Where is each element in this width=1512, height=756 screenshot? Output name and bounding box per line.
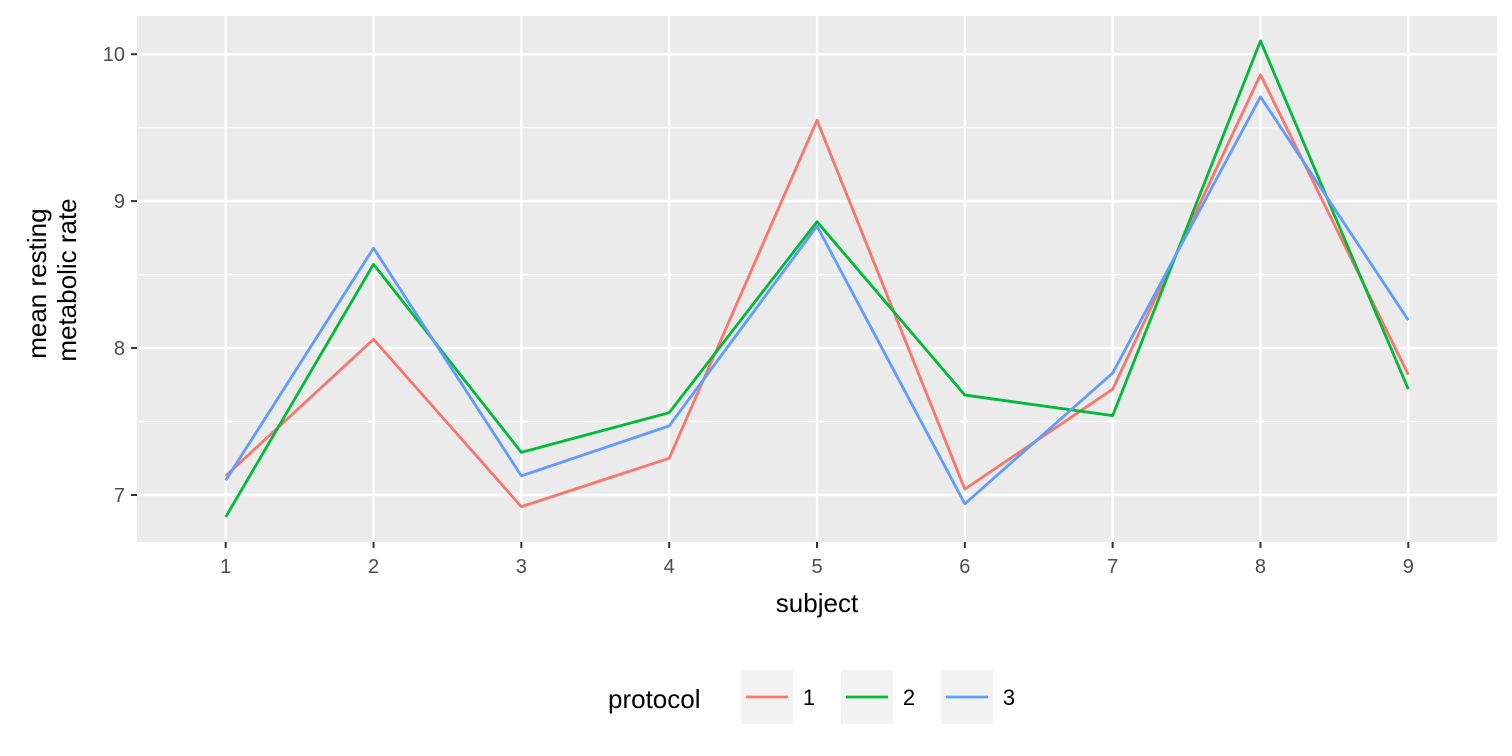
x-axis-title: subject	[776, 588, 859, 618]
x-tick-label: 1	[220, 556, 231, 578]
y-tick-label: 10	[103, 44, 125, 66]
x-tick-label: 3	[516, 556, 527, 578]
x-tick-label: 8	[1255, 556, 1266, 578]
major-gridlines	[137, 16, 1497, 542]
legend-title: protocol	[608, 684, 701, 714]
y-tick-label: 8	[114, 338, 125, 360]
series-line-3	[224, 95, 1410, 506]
axis-ticks	[131, 53, 1410, 548]
x-tick-labels: 1 2 3 4 5 6 7 8 9	[220, 556, 1414, 578]
x-tick-label: 5	[811, 556, 822, 578]
x-tick-label: 6	[959, 556, 970, 578]
y-axis-title-line-1: mean resting	[22, 208, 52, 358]
legend: protocol 1 2 3	[608, 670, 1015, 724]
series-line-2	[224, 39, 1410, 518]
y-tick-label: 9	[114, 191, 125, 213]
legend-label-2: 2	[903, 685, 915, 710]
legend-label-1: 1	[803, 685, 815, 710]
series-lines	[224, 39, 1410, 518]
series-line-1	[224, 73, 1410, 509]
y-tick-labels: 7 8 9 10	[103, 44, 125, 507]
y-tick-label: 7	[114, 485, 125, 507]
x-tick-label: 4	[664, 556, 675, 578]
x-tick-label: 7	[1107, 556, 1118, 578]
legend-label-3: 3	[1003, 685, 1015, 710]
x-tick-label: 2	[368, 556, 379, 578]
x-tick-label: 9	[1403, 556, 1414, 578]
y-axis-title-line-2: metabolic rate	[52, 198, 82, 361]
y-axis-title: mean resting metabolic rate	[22, 198, 82, 361]
